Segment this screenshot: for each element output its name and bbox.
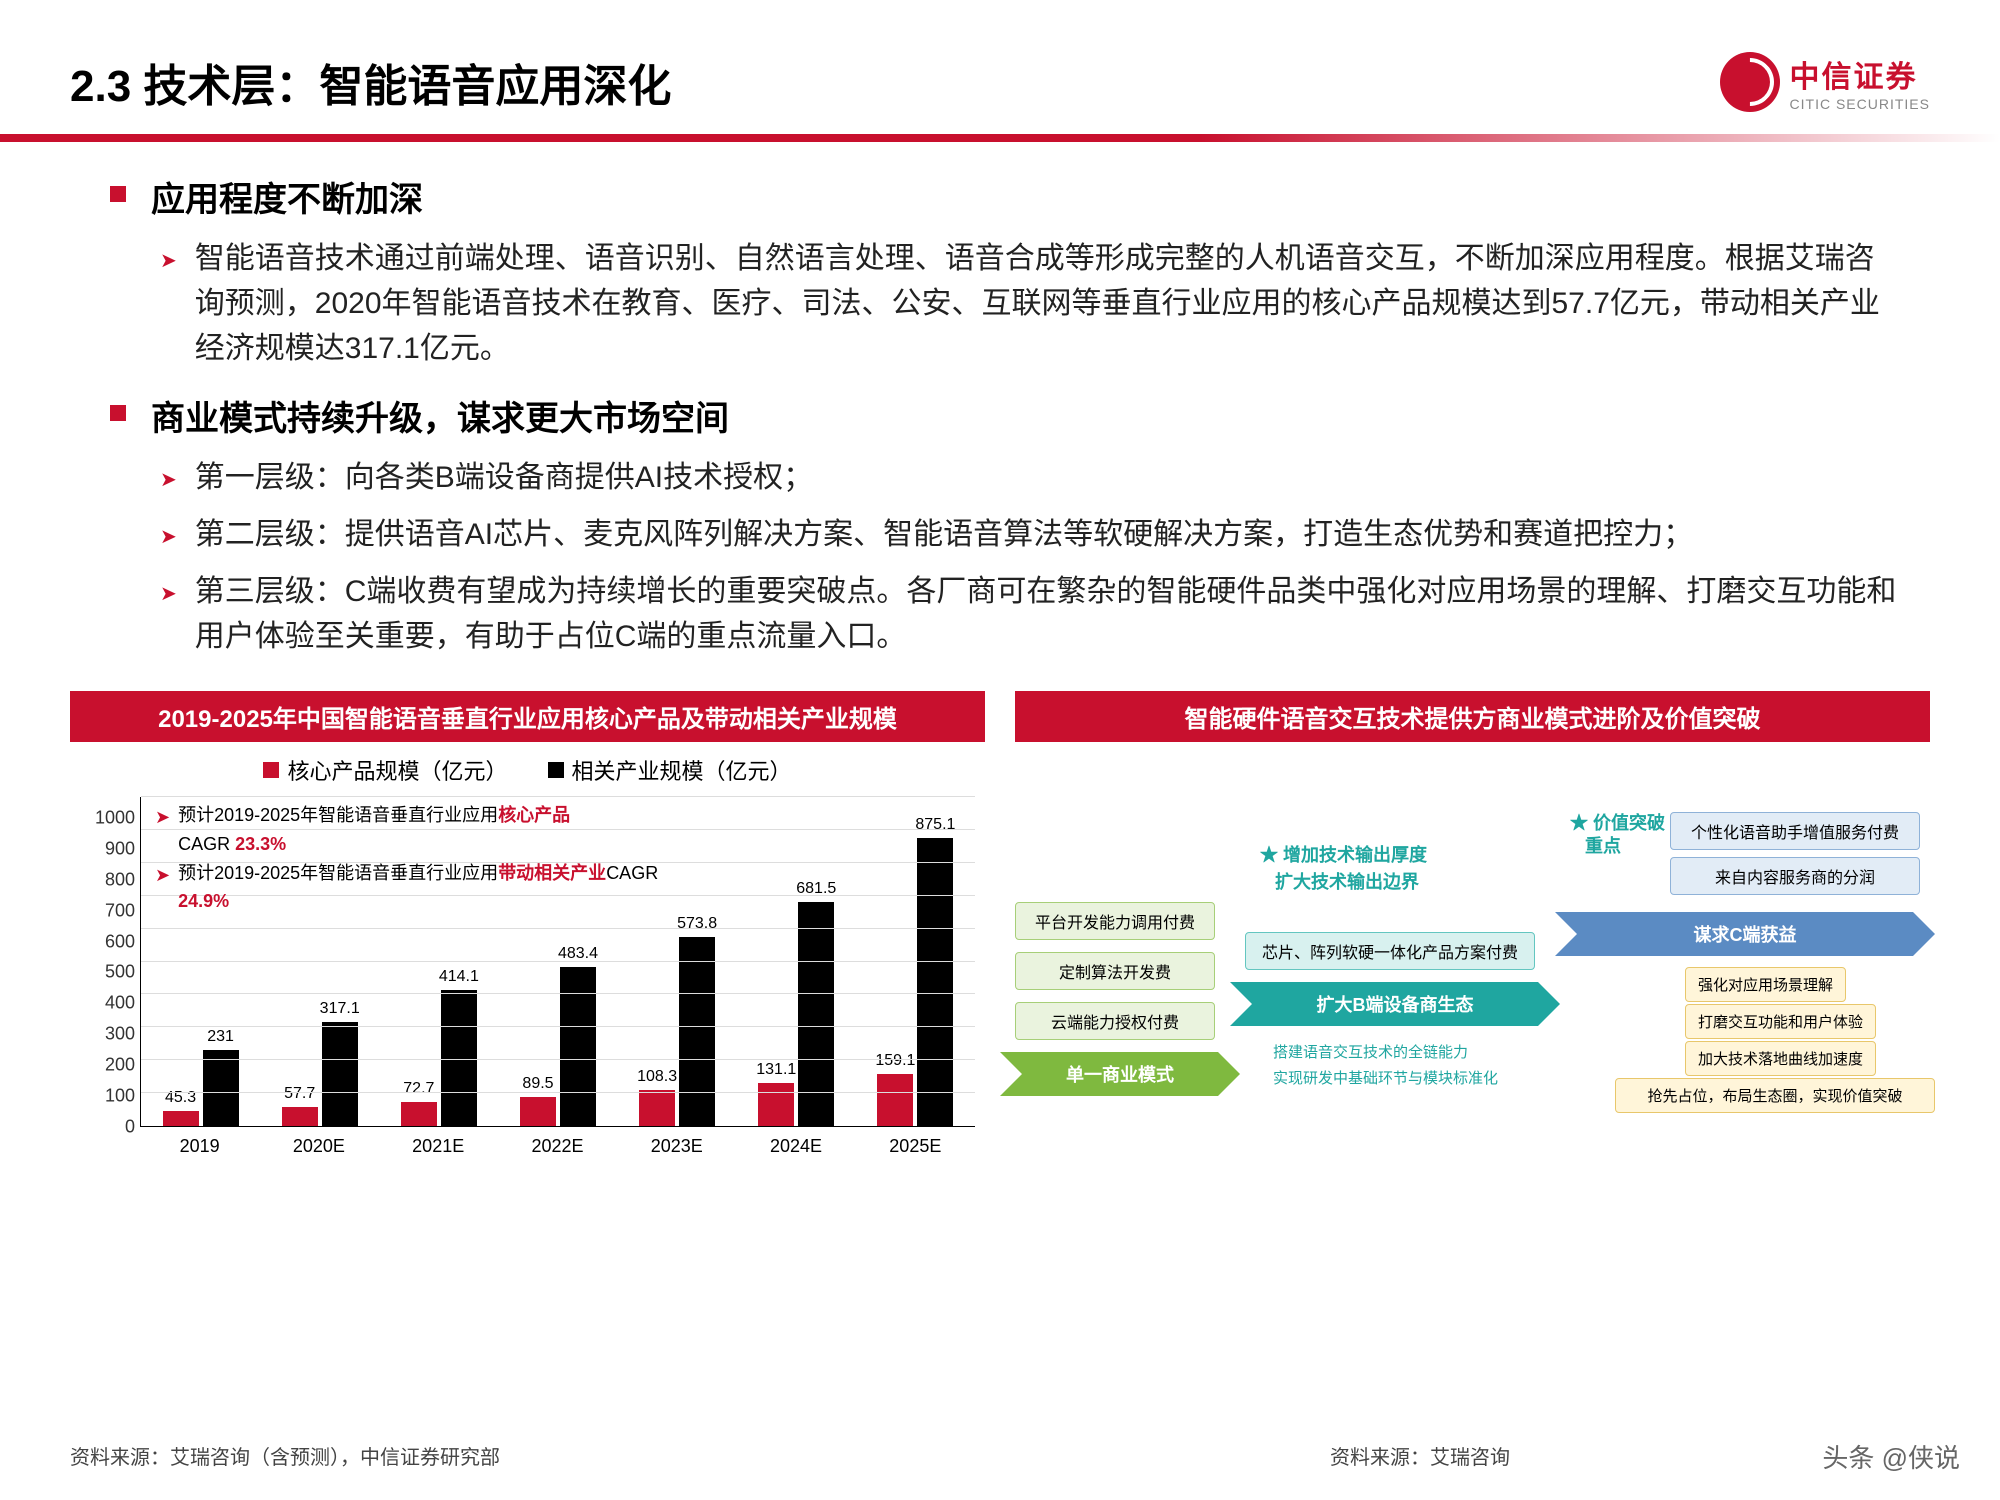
x-axis-labels: 20192020E2021E2022E2023E2024E2025E (140, 1136, 975, 1157)
sub-bullet: ➤ 第二层级：提供语音AI芯片、麦克风阵列解决方案、智能语音算法等软硬解决方案，… (160, 512, 1900, 557)
watermark: 头条 @侠说 (1822, 1438, 1960, 1475)
note-text: 预计2019-2025年智能语音垂直行业应用核心产品 CAGR 23.3% (178, 801, 570, 859)
square-bullet-icon (110, 186, 126, 202)
source-right: 资料来源：艾瑞咨询 (1330, 1441, 1510, 1470)
bullet-text: 智能语音技术通过前端处理、语音识别、自然语言处理、语音合成等形成完整的人机语音交… (195, 236, 1900, 371)
section-heading-2: 商业模式持续升级，谋求更大市场空间 (110, 391, 1900, 440)
arrow-bullet-icon: ➤ (155, 861, 170, 890)
legend-label: 相关产业规模（亿元） (572, 754, 792, 786)
chart-title: 2019-2025年中国智能语音垂直行业应用核心产品及带动相关产业规模 (70, 691, 985, 742)
logo-text-en: CITIC SECURITIES (1790, 96, 1930, 112)
diagram-box: 打磨交互功能和用户体验 (1685, 1004, 1876, 1039)
logo-icon (1720, 52, 1780, 112)
diagram-box: 加大技术落地曲线加速度 (1685, 1041, 1876, 1076)
section-heading-1: 应用程度不断加深 (110, 172, 1900, 221)
stage2-header: ★ 增加技术输出厚度 扩大技术输出边界 (1260, 842, 1427, 896)
diagram-box: 平台开发能力调用付费 (1015, 902, 1215, 940)
y-axis: 01002003004005006007008009001000 (80, 797, 135, 1127)
arrow-bullet-icon: ➤ (160, 522, 177, 552)
sub-bullet: ➤ 智能语音技术通过前端处理、语音识别、自然语言处理、语音合成等形成完整的人机语… (160, 236, 1900, 371)
diagram-area: 平台开发能力调用付费定制算法开发费云端能力授权付费单一商业模式★ 增加技术输出厚… (1015, 782, 1930, 1182)
logo-text-cn: 中信证券 (1790, 52, 1930, 96)
bar-group: 131.1681.5 (746, 797, 846, 1126)
diagram-box: 来自内容服务商的分润 (1670, 857, 1920, 895)
right-chart: 智能硬件语音交互技术提供方商业模式进阶及价值突破 平台开发能力调用付费定制算法开… (1015, 691, 1930, 1182)
source-left: 资料来源：艾瑞咨询（含预测），中信证券研究部 (70, 1441, 500, 1470)
bar-chart-area: 01002003004005006007008009001000 45.3231… (80, 797, 985, 1157)
diagram-box: 芯片、阵列软硬一体化产品方案付费 (1245, 932, 1535, 970)
arrow-bullet-icon: ➤ (160, 579, 177, 609)
heading-text: 商业模式持续升级，谋求更大市场空间 (151, 391, 729, 440)
legend-item: 核心产品规模（亿元） (263, 754, 507, 786)
stage-arrow: 扩大B端设备商生态 (1230, 982, 1560, 1026)
diagram-box: 实现研发中基础环节与模块标准化 (1260, 1060, 1511, 1095)
charts-row: 2019-2025年中国智能语音垂直行业应用核心产品及带动相关产业规模 核心产品… (0, 671, 2000, 1182)
bullet-text: 第一层级：向各类B端设备商提供AI技术授权； (195, 455, 813, 500)
legend-swatch (548, 762, 564, 778)
sub-bullet: ➤ 第三层级：C端收费有望成为持续增长的重要突破点。各厂商可在繁杂的智能硬件品类… (160, 569, 1900, 659)
stage-arrow: 谋求C端获益 (1555, 912, 1935, 956)
bar-group: 159.1875.1 (865, 797, 965, 1126)
stage-arrow: 单一商业模式 (1000, 1052, 1240, 1096)
bullet-text: 第二层级：提供语音AI芯片、麦克风阵列解决方案、智能语音算法等软硬解决方案，打造… (195, 512, 1693, 557)
legend-item: 相关产业规模（亿元） (548, 754, 792, 786)
company-logo: 中信证券 CITIC SECURITIES (1720, 52, 1930, 112)
left-chart: 2019-2025年中国智能语音垂直行业应用核心产品及带动相关产业规模 核心产品… (70, 691, 985, 1182)
chart-annotations: ➤ 预计2019-2025年智能语音垂直行业应用核心产品 CAGR 23.3% … (155, 801, 675, 916)
arrow-bullet-icon: ➤ (160, 465, 177, 495)
slide-title: 2.3 技术层：智能语音应用深化 (70, 50, 671, 114)
note-text: 预计2019-2025年智能语音垂直行业应用带动相关产业CAGR 24.9% (178, 859, 675, 917)
arrow-bullet-icon: ➤ (155, 803, 170, 832)
body-content: 应用程度不断加深 ➤ 智能语音技术通过前端处理、语音识别、自然语言处理、语音合成… (0, 172, 2000, 659)
square-bullet-icon (110, 405, 126, 421)
legend-swatch (263, 762, 279, 778)
heading-text: 应用程度不断加深 (151, 172, 423, 221)
arrow-bullet-icon: ➤ (160, 246, 177, 276)
diagram-box: 云端能力授权付费 (1015, 1002, 1215, 1040)
diagram-box: 强化对应用场景理解 (1685, 967, 1846, 1002)
accent-bar (0, 134, 2000, 142)
diagram-box: 个性化语音助手增值服务付费 (1670, 812, 1920, 850)
chart-title: 智能硬件语音交互技术提供方商业模式进阶及价值突破 (1015, 691, 1930, 742)
diagram-box: 定制算法开发费 (1015, 952, 1215, 990)
chart-legend: 核心产品规模（亿元） 相关产业规模（亿元） (70, 742, 985, 792)
legend-label: 核心产品规模（亿元） (287, 754, 507, 786)
sub-bullet: ➤ 第一层级：向各类B端设备商提供AI技术授权； (160, 455, 1900, 500)
star-label: ★ 价值突破 重点 (1570, 812, 1665, 859)
footer-sources: 资料来源：艾瑞咨询（含预测），中信证券研究部 资料来源：艾瑞咨询 (70, 1441, 1930, 1470)
slide-header: 2.3 技术层：智能语音应用深化 中信证券 CITIC SECURITIES (0, 0, 2000, 134)
bullet-text: 第三层级：C端收费有望成为持续增长的重要突破点。各厂商可在繁杂的智能硬件品类中强… (195, 569, 1900, 659)
diagram-box: 抢先占位，布局生态圈，实现价值突破 (1615, 1078, 1935, 1113)
